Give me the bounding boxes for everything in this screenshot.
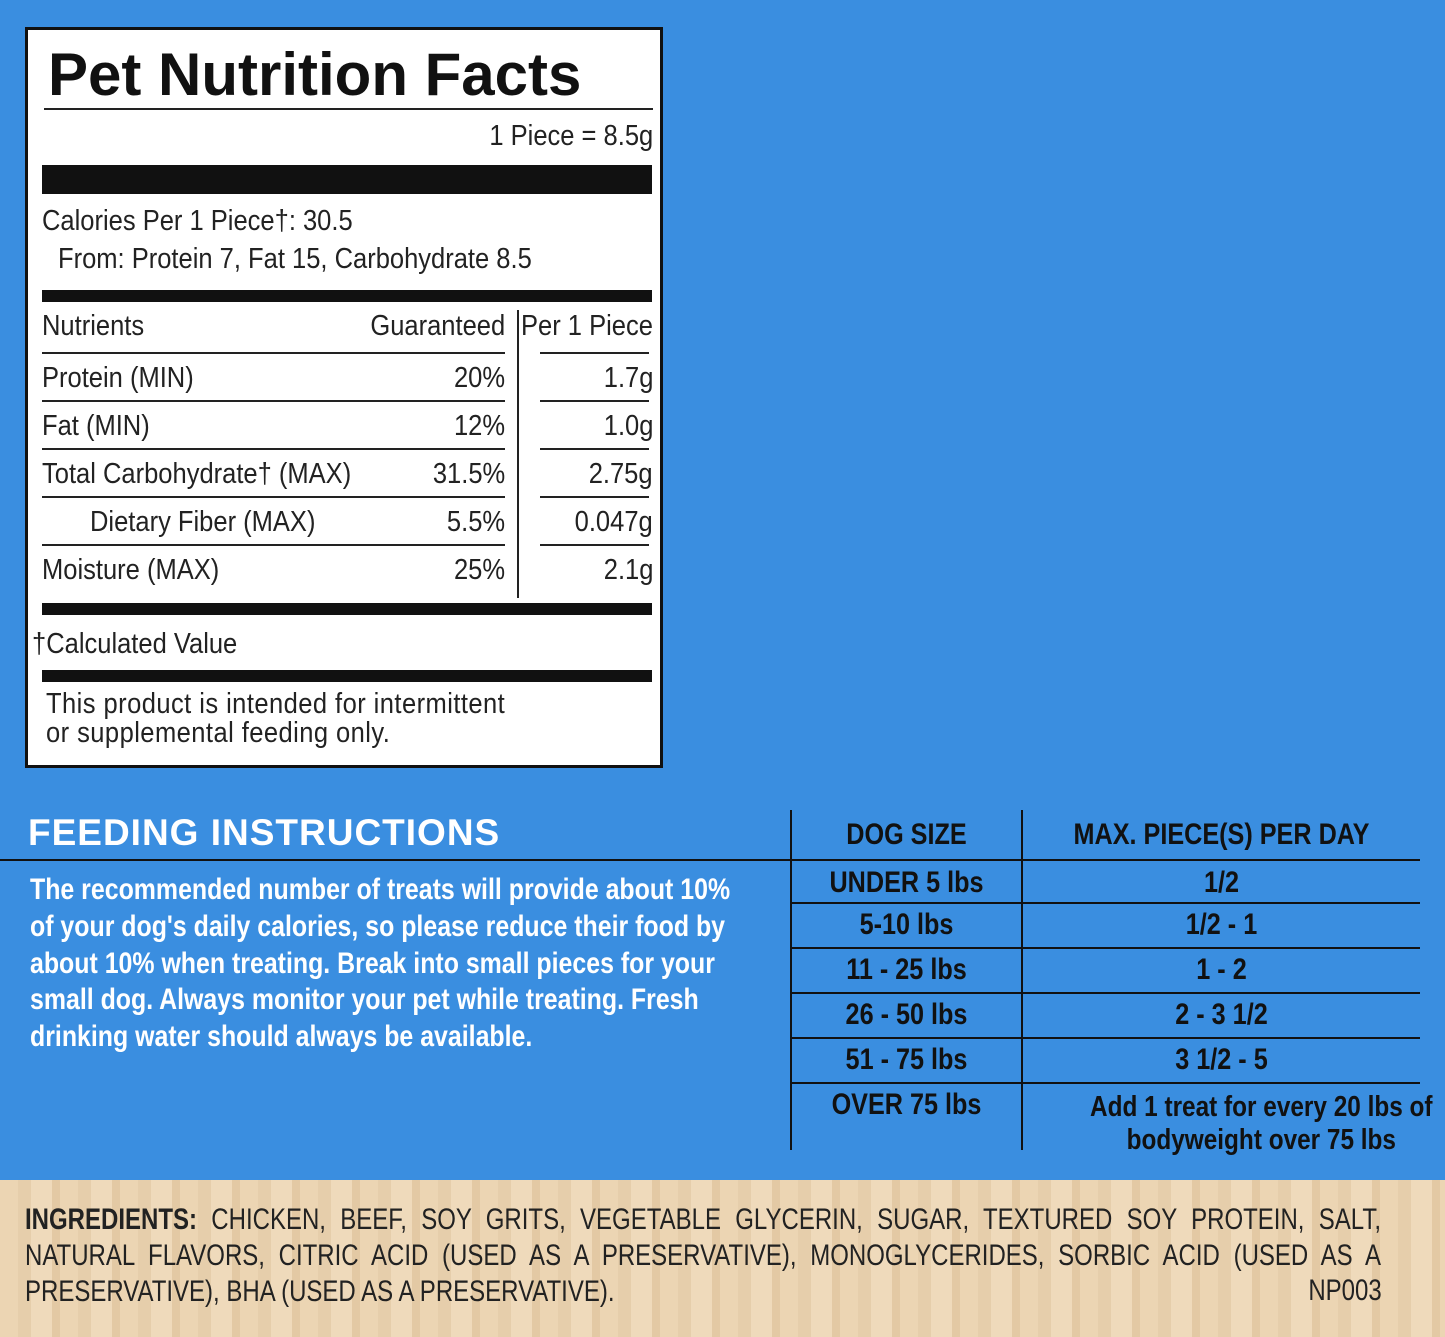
per-piece-value: 2.1g bbox=[603, 554, 653, 586]
nutrient-name: Moisture (MAX) bbox=[42, 554, 220, 586]
column-divider bbox=[517, 310, 519, 598]
row-rule bbox=[42, 544, 505, 546]
row-rule bbox=[792, 902, 1420, 904]
per-piece-value: 1.7g bbox=[603, 362, 653, 394]
column-divider bbox=[1021, 810, 1023, 1150]
column-header: MAX. PIECE(S) PER DAY bbox=[1073, 818, 1370, 851]
rule bbox=[44, 108, 653, 110]
max-pieces: 3 1/2 - 5 bbox=[1175, 1043, 1268, 1076]
row-rule bbox=[42, 400, 505, 402]
thick-bar bbox=[42, 603, 652, 615]
guaranteed-value: 5.5% bbox=[446, 506, 505, 538]
ingredients-block: INGREDIENTS: CHICKEN, BEEF, SOY GRITS, V… bbox=[25, 1202, 1381, 1310]
guaranteed-value: 20% bbox=[453, 362, 505, 394]
product-code: NP003 bbox=[1308, 1274, 1382, 1307]
dog-size: 5-10 lbs bbox=[859, 908, 954, 941]
column-header: Per 1 Piece bbox=[521, 310, 653, 342]
ingredients-panel: INGREDIENTS: CHICKEN, BEEF, SOY GRITS, V… bbox=[0, 1180, 1445, 1337]
dog-size: UNDER 5 lbs bbox=[829, 866, 984, 899]
column-header: Nutrients bbox=[42, 310, 145, 342]
nutrition-facts-panel: Pet Nutrition Facts 1 Piece = 8.5g Calor… bbox=[25, 27, 663, 768]
per-piece-value: 0.047g bbox=[574, 506, 653, 538]
max-pieces: 2 - 3 1/2 bbox=[1175, 998, 1268, 1031]
max-pieces: 1/2 - 1 bbox=[1185, 908, 1258, 941]
row-rule bbox=[540, 352, 649, 354]
ingredients-label: INGREDIENTS: bbox=[25, 1203, 198, 1236]
row-rule bbox=[792, 992, 1420, 994]
feeding-title: FEEDING INSTRUCTIONS bbox=[28, 812, 501, 853]
nutrient-name: Fat (MIN) bbox=[42, 410, 150, 442]
guaranteed-value: 12% bbox=[453, 410, 505, 442]
row-rule bbox=[42, 352, 505, 354]
dog-size: 26 - 50 lbs bbox=[845, 998, 968, 1031]
row-rule bbox=[540, 448, 649, 450]
column-divider bbox=[790, 810, 792, 1150]
row-rule bbox=[540, 544, 649, 546]
statement-line: or supplemental feeding only. bbox=[46, 717, 391, 749]
per-piece-value: 1.0g bbox=[603, 410, 653, 442]
thick-bar bbox=[42, 290, 652, 302]
dog-size: OVER 75 lbs bbox=[831, 1088, 982, 1121]
nutrient-name: Dietary Fiber (MAX) bbox=[90, 506, 316, 538]
row-rule bbox=[540, 496, 649, 498]
row-rule bbox=[792, 947, 1420, 949]
max-pieces: Add 1 treat for every 20 lbs of bodyweig… bbox=[1090, 1091, 1433, 1156]
max-pieces: 1/2 bbox=[1203, 866, 1240, 899]
serving-size: 1 Piece = 8.5g bbox=[489, 120, 653, 152]
column-header: DOG SIZE bbox=[846, 818, 967, 851]
nutrition-title: Pet Nutrition Facts bbox=[48, 41, 582, 108]
max-pieces: 1 - 2 bbox=[1196, 953, 1247, 986]
row-rule bbox=[792, 1037, 1420, 1039]
dog-size: 11 - 25 lbs bbox=[846, 953, 967, 986]
row-rule bbox=[42, 448, 505, 450]
row-rule bbox=[42, 496, 505, 498]
calories-from: From: Protein 7, Fat 15, Carbohydrate 8.… bbox=[58, 243, 532, 275]
thick-bar bbox=[42, 670, 652, 682]
calories: Calories Per 1 Piece†: 30.5 bbox=[42, 205, 353, 237]
dog-size: 51 - 75 lbs bbox=[845, 1043, 968, 1076]
footnote: †Calculated Value bbox=[32, 628, 238, 660]
row-rule bbox=[540, 400, 649, 402]
per-piece-value: 2.75g bbox=[589, 458, 653, 490]
thick-bar bbox=[42, 165, 652, 194]
guaranteed-value: 31.5% bbox=[432, 458, 505, 490]
nutrient-name: Protein (MIN) bbox=[42, 362, 194, 394]
column-header: Guaranteed bbox=[370, 310, 505, 342]
nutrient-name: Total Carbohydrate† (MAX) bbox=[42, 458, 352, 490]
ingredients-text: CHICKEN, BEEF, SOY GRITS, VEGETABLE GLYC… bbox=[25, 1203, 1381, 1308]
row-rule bbox=[792, 1082, 1420, 1084]
guaranteed-value: 25% bbox=[453, 554, 505, 586]
feeding-rule bbox=[0, 859, 1420, 861]
feeding-text: The recommended number of treats will pr… bbox=[30, 873, 731, 1054]
statement-line: This product is intended for intermitten… bbox=[46, 688, 506, 720]
